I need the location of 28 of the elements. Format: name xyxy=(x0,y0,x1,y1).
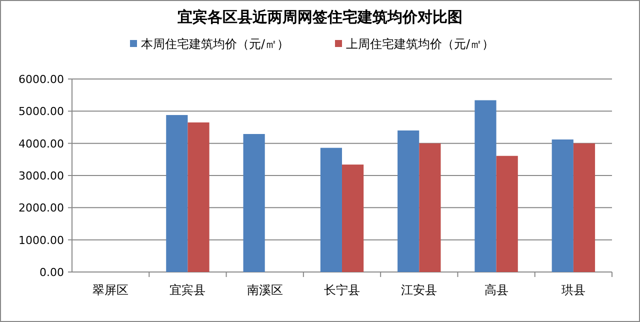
x-tick-label: 江安县 xyxy=(401,283,438,297)
x-tick-label: 高县 xyxy=(484,283,508,297)
bar xyxy=(320,148,342,272)
bar xyxy=(166,115,188,272)
x-tick-label: 珙县 xyxy=(561,283,586,297)
y-tick-label: 6000.00 xyxy=(18,73,64,86)
bar xyxy=(398,130,420,272)
legend-label: 上周住宅建筑均价（元/㎡） xyxy=(346,37,494,51)
legend-label: 本周住宅建筑均价（元/㎡） xyxy=(141,37,290,51)
bar xyxy=(573,143,596,272)
y-tick-label: 4000.00 xyxy=(18,137,64,150)
bar xyxy=(552,139,574,272)
x-tick-label: 宜宾县 xyxy=(170,283,206,297)
bar xyxy=(474,100,496,272)
y-tick-label: 2000.00 xyxy=(18,202,64,215)
bar xyxy=(243,134,265,272)
y-tick-label: 0.00 xyxy=(40,266,64,279)
bar xyxy=(496,156,518,272)
y-tick-label: 1000.00 xyxy=(18,234,64,247)
y-tick-label: 3000.00 xyxy=(18,170,64,182)
bar xyxy=(188,122,210,272)
bar xyxy=(342,164,364,272)
chart-title: 宜宾各区县近两周网签住宅建筑均价对比图 xyxy=(178,8,462,26)
y-tick-label: 5000.00 xyxy=(18,105,64,118)
bar xyxy=(419,143,441,272)
x-tick-label: 翠屏区 xyxy=(92,283,129,297)
x-tick-label: 南溪区 xyxy=(246,283,283,297)
x-tick-label: 长宁县 xyxy=(324,283,360,297)
